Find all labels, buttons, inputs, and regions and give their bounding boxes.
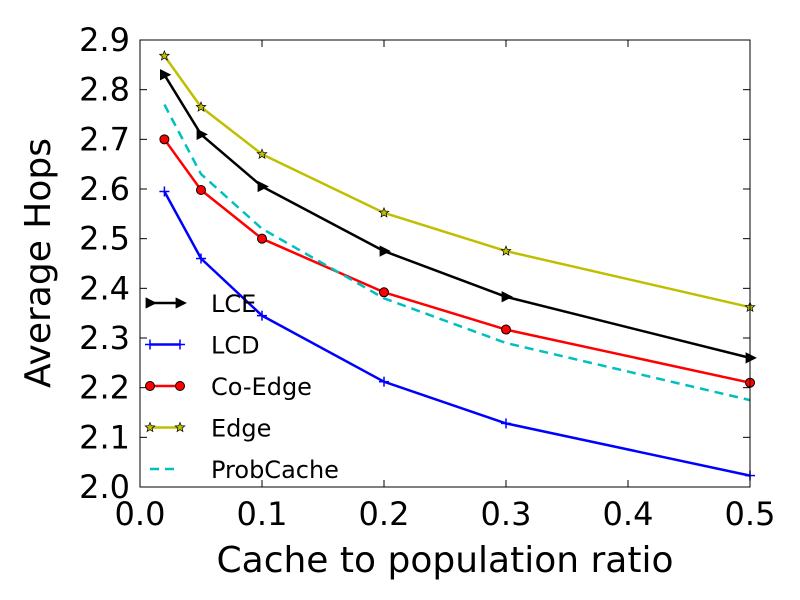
y-tick-label: 2.6: [79, 170, 130, 208]
y-tick-label: 2.9: [79, 21, 130, 59]
legend-entry-co-edge: Co-Edge: [145, 373, 312, 401]
plot-area: [140, 40, 750, 487]
y-axis-label: Average Hops: [18, 138, 59, 388]
series-edge: [158, 49, 756, 313]
data-point-lcd: [379, 376, 389, 387]
data-point-lcd: [159, 186, 170, 197]
y-tick-label: 2.7: [79, 120, 130, 158]
legend-label: Edge: [211, 415, 271, 443]
x-axis-label: Cache to population ratio: [217, 540, 674, 581]
legend-entry-probcache: ProbCache: [150, 456, 339, 484]
data-point-co-edge: [501, 324, 511, 335]
data-point-edge: [378, 206, 390, 218]
data-point-lce: [745, 352, 757, 364]
legend-marker: [174, 421, 186, 433]
legend-marker: [175, 339, 185, 350]
plot-frame: [139, 39, 751, 488]
data-point-edge: [195, 101, 207, 112]
y-tick-label: 2.4: [79, 269, 130, 307]
series-line-probcache: [163, 104, 751, 402]
y-tick-label: 2.3: [79, 319, 130, 357]
legend-marker: [175, 297, 187, 309]
y-tick-label: 2.5: [79, 220, 130, 258]
y-tick-label: 2.0: [79, 468, 130, 506]
data-point-co-edge: [379, 287, 389, 298]
data-point-edge: [158, 49, 171, 61]
x-tick-label: 0.1: [237, 495, 288, 533]
y-tick-label: 2.1: [79, 418, 130, 456]
legend-label: Co-Edge: [211, 373, 312, 401]
data-point-lce: [159, 69, 172, 81]
legend-marker: [175, 381, 185, 391]
data-point-co-edge: [159, 134, 170, 145]
series-lce: [159, 69, 757, 364]
legend-label: ProbCache: [211, 456, 339, 484]
x-tick-label: 0.3: [481, 495, 532, 533]
series-line-co-edge: [163, 138, 751, 384]
x-tick-label: 0.2: [359, 495, 410, 533]
series-co-edge: [159, 134, 755, 388]
legend-entry-lce: LCE: [145, 290, 256, 318]
legend-label: LCE: [211, 290, 256, 318]
legend-entry-edge: Edge: [144, 415, 271, 443]
legend-marker: [145, 381, 155, 391]
data-point-lcd: [501, 418, 511, 429]
series-layer: [158, 49, 757, 481]
data-point-co-edge: [196, 184, 206, 195]
legend-marker: [145, 339, 155, 350]
data-point-lce: [501, 291, 513, 303]
legend-label: LCD: [211, 332, 260, 360]
tick-layer: 0.0 0.1 0.2 0.3 0.4 0.5 2.0 2.1 2.2 2.3 2.4 2.5 2.6 2…: [79, 21, 775, 533]
x-tick-label: 0.4: [603, 495, 654, 533]
y-tick-label: 2.8: [79, 71, 130, 109]
data-point-lcd: [196, 253, 206, 264]
data-point-lcd: [257, 310, 267, 321]
series-probcache: [163, 104, 751, 402]
x-tick-label: 0.0: [115, 495, 166, 533]
legend-entry-lcd: LCD: [145, 332, 260, 360]
legend: LCE LCD Co-Edge Edge ProbCache: [144, 290, 339, 484]
series-line-lcd: [163, 190, 751, 477]
legend-marker: [145, 297, 157, 309]
series-line-lce: [163, 74, 751, 360]
y-tick-label: 2.2: [79, 369, 130, 407]
data-point-edge: [500, 245, 512, 256]
data-point-lce: [196, 128, 208, 141]
data-point-edge: [256, 148, 268, 160]
data-point-lce: [257, 180, 269, 193]
x-tick-label: 0.5: [725, 495, 776, 533]
data-point-co-edge: [257, 233, 267, 244]
legend-marker: [144, 421, 156, 433]
series-line-edge: [163, 55, 751, 309]
data-point-lce: [379, 245, 391, 257]
